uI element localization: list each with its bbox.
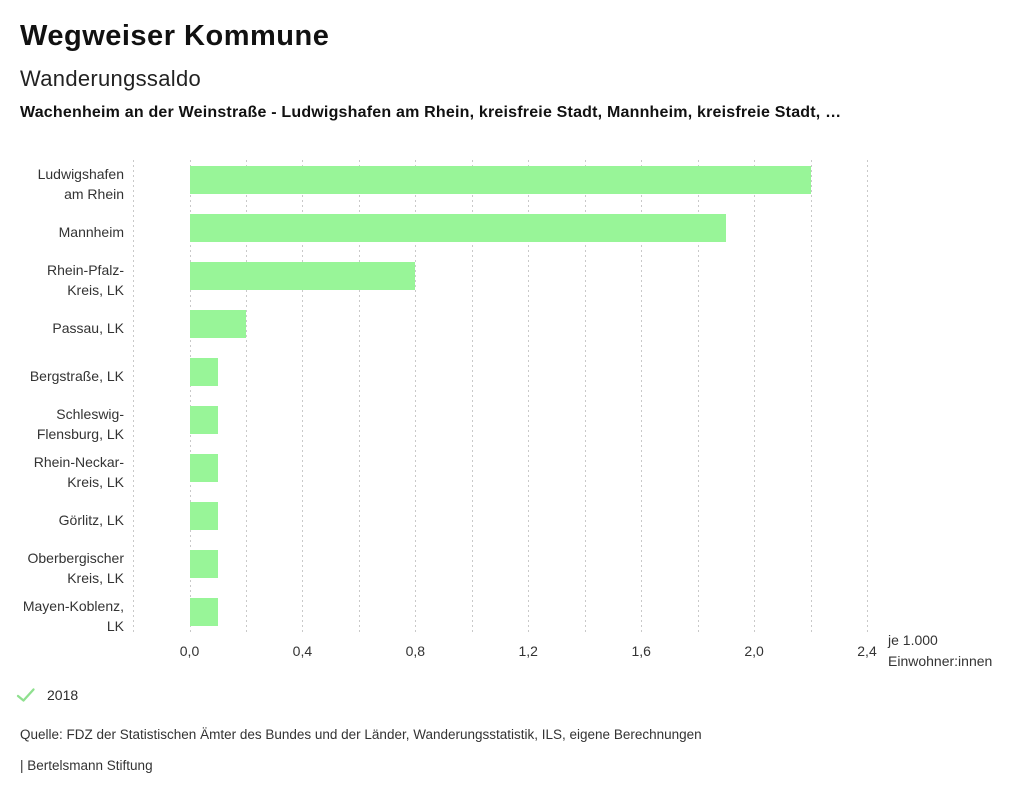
gridline [641, 160, 643, 634]
category-label: Rhein-Neckar- Kreis, LK [0, 448, 124, 496]
bar[interactable] [189, 550, 218, 578]
category-label-line: Kreis, LK [67, 282, 124, 298]
category-label-line: Kreis, LK [67, 474, 124, 490]
gridline [810, 160, 812, 634]
category-label-line: Kreis, LK [67, 570, 124, 586]
bar[interactable] [189, 598, 218, 626]
gridline [471, 160, 473, 634]
source-note: Quelle: FDZ der Statistischen Ämter des … [20, 727, 702, 742]
category-label-line: Rhein-Neckar- [33, 453, 124, 470]
chart-title: Wanderungssaldo [20, 66, 202, 91]
gridline [189, 160, 191, 634]
category-label-line: Oberbergischer [27, 549, 125, 566]
category-label: Mannheim [0, 208, 124, 256]
gridline [528, 160, 530, 634]
bar[interactable] [189, 502, 218, 530]
x-tick-label: 1,2 [518, 643, 538, 659]
gridline [867, 160, 868, 634]
axis-unit-line: Einwohner:innen [888, 653, 993, 669]
category-label-line: Mannheim [58, 223, 124, 240]
bar[interactable] [189, 310, 246, 338]
category-label-line: Flensburg, LK [36, 426, 124, 442]
category-label-line: Mayen-Koblenz, [22, 597, 124, 614]
chart-subtitle: Wachenheim an der Weinstraße - Ludwigsha… [20, 104, 842, 121]
bar[interactable] [189, 406, 218, 434]
axis-unit-line: je 1.000 [888, 632, 938, 648]
gridline [245, 160, 247, 634]
gridline [584, 160, 586, 634]
bar[interactable] [189, 166, 811, 194]
x-tick-label: 0,4 [292, 643, 313, 659]
bar[interactable] [189, 358, 218, 386]
category-label: Oberbergischer Kreis, LK [0, 544, 125, 592]
category-label-line: Ludwigshafen [37, 165, 124, 182]
gridline [358, 160, 360, 634]
category-label: Ludwigshafen am Rhein [0, 160, 124, 208]
app-title: Wegweiser Kommune [20, 20, 330, 52]
x-tick-label: 0,8 [405, 643, 426, 659]
gridline [415, 160, 417, 634]
category-label-line: Rhein-Pfalz- [46, 261, 124, 278]
bar[interactable] [189, 454, 218, 482]
category-label-line: LK [106, 618, 124, 634]
category-label-line: Görlitz, LK [58, 511, 124, 528]
category-label: Mayen-Koblenz, LK [0, 592, 124, 640]
gridline [754, 160, 756, 634]
category-label-line: Passau, LK [52, 319, 124, 336]
category-label: Rhein-Pfalz- Kreis, LK [0, 256, 124, 304]
x-tick-label: 1,6 [631, 643, 651, 659]
check-icon [16, 687, 36, 703]
axis-unit-label: je 1.000 Einwohner:innen [888, 630, 992, 672]
bar[interactable] [189, 262, 416, 290]
gridline [697, 160, 699, 634]
category-label-line: Schleswig- [56, 405, 124, 422]
bar[interactable] [189, 214, 726, 242]
gridline [302, 160, 304, 634]
legend-item-2018[interactable]: 2018 [16, 687, 78, 703]
category-label-line: am Rhein [64, 186, 124, 202]
x-tick-label: 0,0 [179, 643, 200, 659]
category-label: Schleswig- Flensburg, LK [0, 400, 124, 448]
category-label-line: Bergstraße, LK [29, 367, 124, 384]
category-label: Bergstraße, LK [0, 352, 124, 400]
category-label: Görlitz, LK [0, 496, 124, 544]
branding: | Bertelsmann Stiftung [20, 758, 153, 773]
gridline [133, 160, 134, 634]
x-tick-label: 2,0 [744, 643, 764, 659]
legend-year-label: 2018 [47, 687, 79, 703]
x-tick-label: 2,4 [857, 643, 877, 659]
category-label: Passau, LK [0, 304, 124, 352]
